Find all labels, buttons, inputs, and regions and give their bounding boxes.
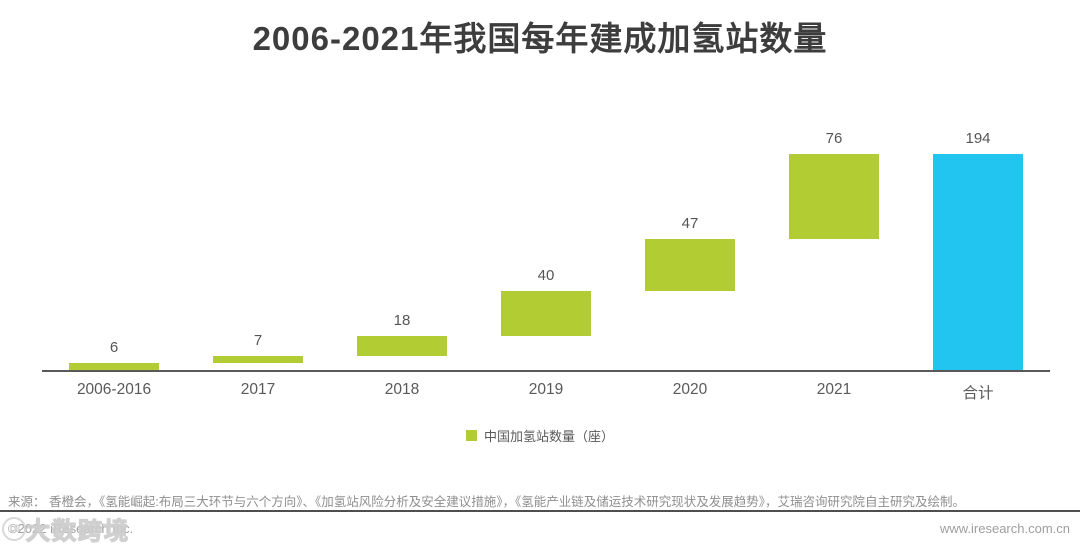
bar-value-label: 194 [965, 130, 991, 147]
chart-title: 2006-2021年我国每年建成加氢站数量 [252, 20, 828, 57]
x-tick-2017: 2017 [240, 381, 276, 398]
x-tick-2018: 2018 [384, 381, 420, 398]
chart-plot-area: 6 7 18 40 47 76 194 [42, 118, 1050, 372]
x-tick-2021: 2021 [816, 381, 852, 398]
bar-2018 [357, 335, 447, 356]
x-tick-2019: 2019 [528, 381, 564, 398]
bar-2019 [501, 290, 591, 336]
bar-value-label: 76 [825, 130, 843, 147]
bar-value-label: 40 [537, 266, 555, 284]
chart-legend: 中国加氢站数量（座） [0, 426, 1080, 445]
bar-2017 [213, 355, 303, 364]
bar-value-label: 47 [681, 214, 699, 232]
bar-合计 [933, 154, 1023, 370]
footer-divider [0, 510, 1080, 512]
x-tick-合计: 合计 [962, 385, 994, 402]
legend-label: 中国加氢站数量（座） [483, 429, 614, 444]
bar-value-label: 18 [393, 311, 411, 329]
legend-swatch-icon [465, 430, 477, 441]
bar-2006-2016 [69, 363, 159, 370]
bar-value-label: 6 [109, 339, 119, 357]
copyright-text: ©2022 iResearch Inc. [8, 521, 134, 536]
x-tick-2006-2016: 2006-2016 [76, 381, 152, 398]
website-link[interactable]: www.iresearch.com.cn [939, 521, 1070, 536]
x-axis-line [42, 370, 1050, 372]
source-note: 来源： 香橙会，《氢能崛起:布局三大环节与六个方向》、《加氢站风险分析及安全建议… [8, 495, 965, 509]
x-tick-2020: 2020 [672, 381, 708, 398]
bar-2020 [645, 238, 735, 291]
x-axis-tick-labels: 2006-2016 2017 2018 2019 2020 2021 合计 [42, 381, 1050, 403]
bar-value-label: 7 [253, 331, 263, 349]
bar-2021 [789, 154, 879, 239]
